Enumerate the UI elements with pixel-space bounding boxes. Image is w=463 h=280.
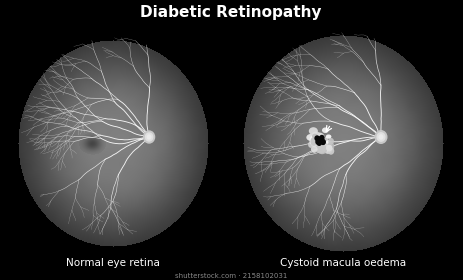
Text: shutterstock.com · 2158102031: shutterstock.com · 2158102031 <box>175 273 287 279</box>
Ellipse shape <box>310 134 319 146</box>
Ellipse shape <box>143 130 155 144</box>
Ellipse shape <box>311 138 320 148</box>
Ellipse shape <box>316 136 322 142</box>
Ellipse shape <box>315 133 325 143</box>
Ellipse shape <box>375 130 388 144</box>
Ellipse shape <box>145 132 153 142</box>
Text: Cystoid macula oedema: Cystoid macula oedema <box>280 258 406 268</box>
Text: Normal eye retina: Normal eye retina <box>66 258 160 268</box>
Ellipse shape <box>322 139 332 152</box>
Ellipse shape <box>315 139 321 145</box>
Ellipse shape <box>309 127 318 135</box>
Ellipse shape <box>376 132 386 142</box>
Ellipse shape <box>320 139 326 145</box>
Ellipse shape <box>319 138 324 144</box>
Ellipse shape <box>314 135 320 141</box>
Ellipse shape <box>322 127 329 133</box>
Ellipse shape <box>324 145 332 154</box>
Ellipse shape <box>322 137 328 141</box>
Ellipse shape <box>311 132 321 141</box>
Ellipse shape <box>321 143 329 148</box>
Ellipse shape <box>311 146 318 153</box>
Text: Diabetic Retinopathy: Diabetic Retinopathy <box>140 4 322 20</box>
Ellipse shape <box>326 145 332 151</box>
Ellipse shape <box>328 138 334 144</box>
Ellipse shape <box>317 145 327 154</box>
Ellipse shape <box>312 134 318 139</box>
Ellipse shape <box>327 142 334 151</box>
Ellipse shape <box>310 137 318 146</box>
Ellipse shape <box>316 144 326 153</box>
Ellipse shape <box>317 140 322 146</box>
Ellipse shape <box>326 134 332 139</box>
Ellipse shape <box>319 135 325 141</box>
Ellipse shape <box>378 134 384 140</box>
Ellipse shape <box>307 134 317 141</box>
Ellipse shape <box>147 134 151 140</box>
Ellipse shape <box>328 147 334 155</box>
Ellipse shape <box>308 141 313 148</box>
Ellipse shape <box>320 139 326 145</box>
